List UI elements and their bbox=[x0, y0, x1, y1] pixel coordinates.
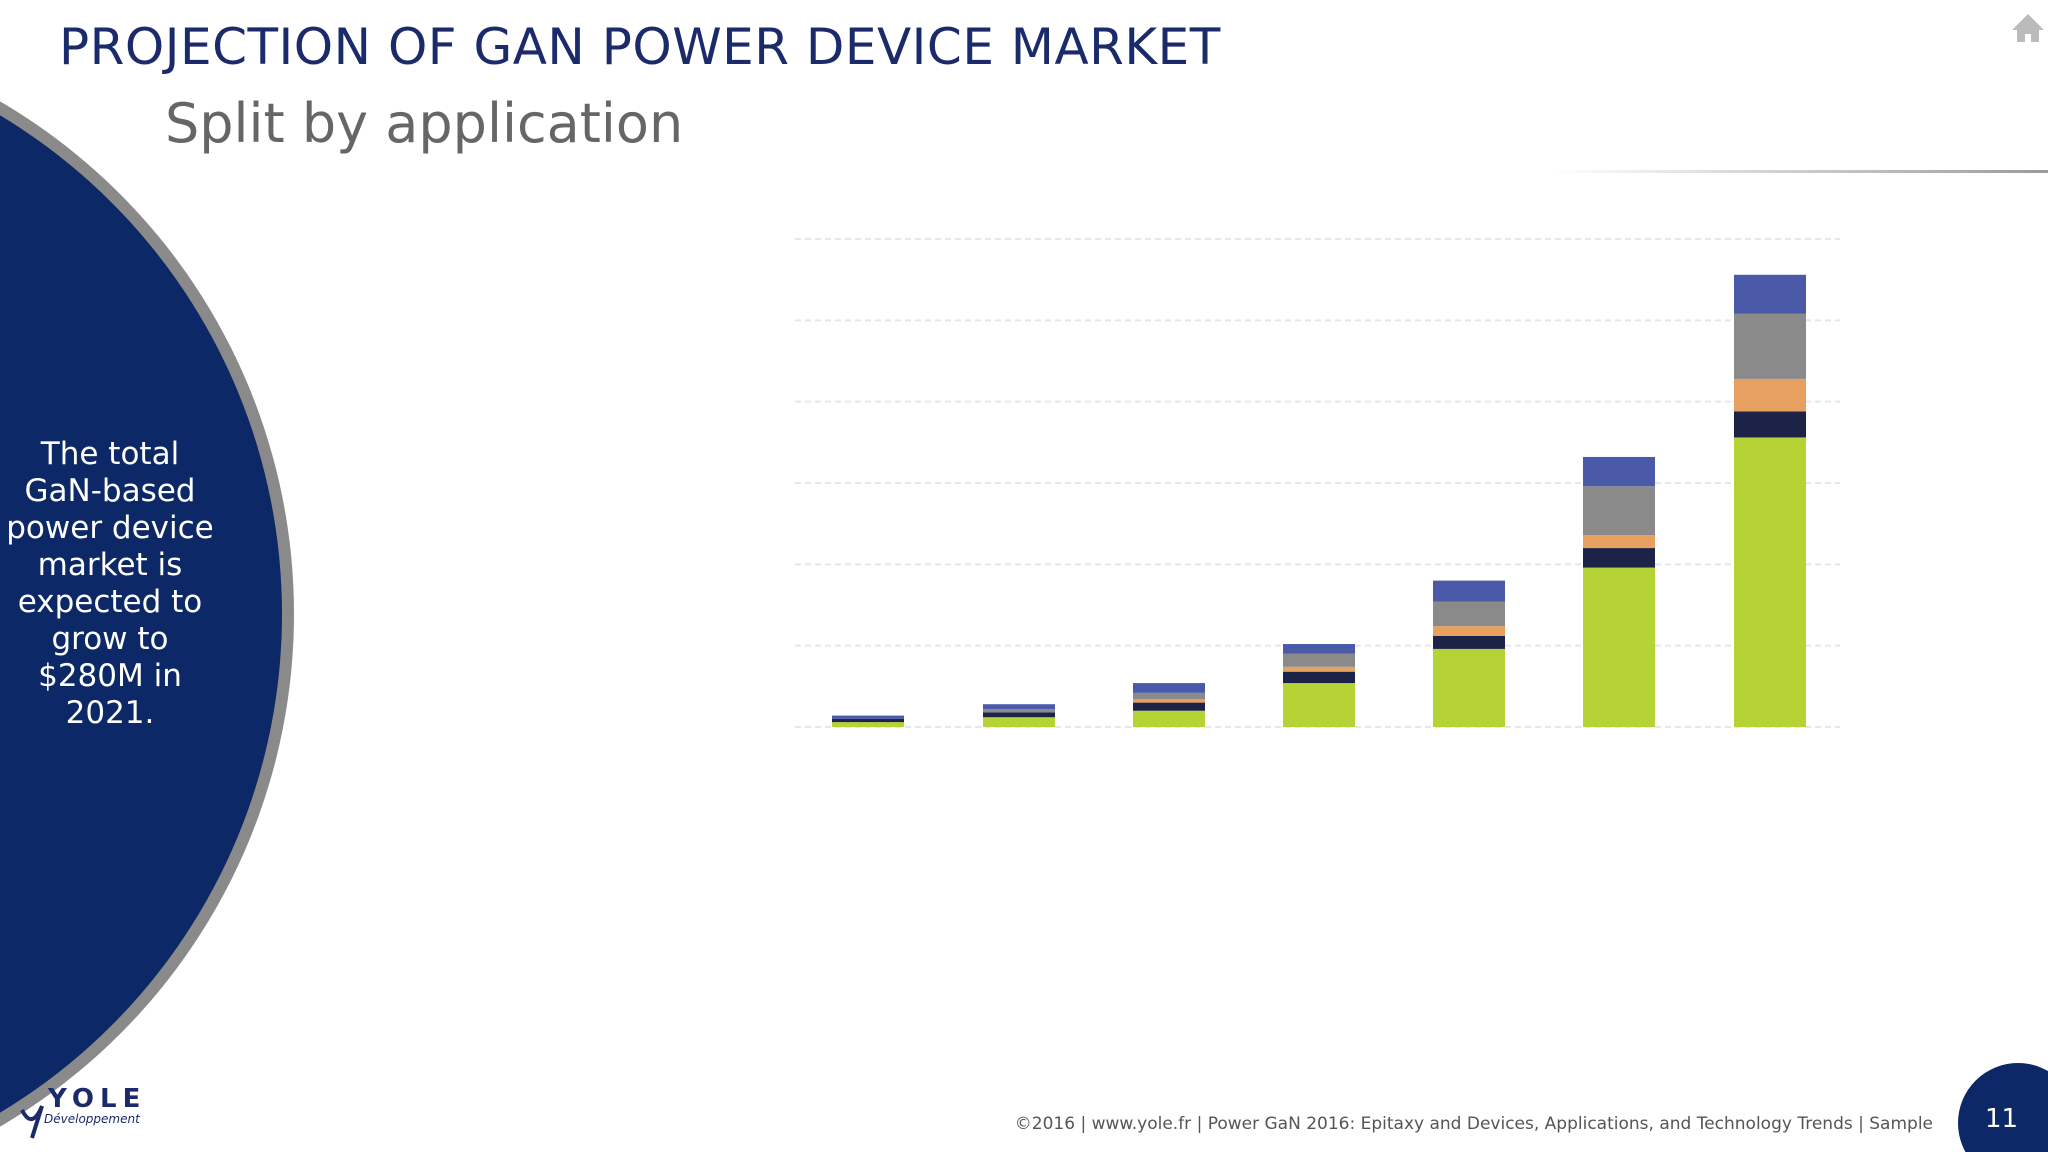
bar-segment bbox=[1734, 274, 1806, 314]
bar-segment bbox=[1734, 437, 1806, 727]
bar-segment bbox=[1283, 683, 1355, 727]
callout-line: $280M in bbox=[38, 658, 182, 694]
page-number: 11 bbox=[1985, 1104, 2019, 1134]
logo-name: YOLE bbox=[48, 1084, 147, 1114]
bar-segment bbox=[1133, 683, 1205, 693]
bar-segment bbox=[983, 704, 1055, 710]
callout-line: market is bbox=[37, 547, 183, 583]
bar-segment bbox=[1583, 535, 1655, 549]
header-rule bbox=[1554, 170, 2048, 173]
bar-segment bbox=[1133, 702, 1205, 711]
bar-segment bbox=[1734, 378, 1806, 412]
callout-text: The total GaN-based power device market is e… bbox=[0, 436, 220, 732]
bar-segment bbox=[1133, 699, 1205, 703]
callout-line: power device bbox=[6, 510, 214, 546]
bar-segment bbox=[983, 717, 1055, 727]
bar-segment bbox=[1734, 313, 1806, 379]
bar-segment bbox=[983, 709, 1055, 713]
bar-segment bbox=[1433, 580, 1505, 602]
bar-segment bbox=[1583, 486, 1655, 536]
callout-line: 2021. bbox=[65, 695, 155, 731]
bar-segment bbox=[1133, 692, 1205, 700]
bar-segment bbox=[1433, 648, 1505, 727]
callout-line: expected to bbox=[17, 584, 203, 620]
logo-mark bbox=[20, 1105, 44, 1139]
bar-segment bbox=[1734, 411, 1806, 438]
bar-segment bbox=[1583, 567, 1655, 727]
footer: ©2016 | www.yole.fr | Power GaN 2016: Ep… bbox=[1014, 1114, 1933, 1134]
bar-segment bbox=[1283, 644, 1355, 654]
bar-segment bbox=[1283, 666, 1355, 672]
callout-line: GaN-based bbox=[24, 473, 196, 509]
home-icon[interactable] bbox=[2012, 14, 2044, 42]
bar-segment bbox=[1283, 671, 1355, 684]
bar-segment bbox=[1433, 626, 1505, 636]
callout-circle bbox=[0, 115, 282, 1113]
bar-segment bbox=[1433, 635, 1505, 649]
bar-segment bbox=[832, 718, 904, 723]
callout-line: grow to bbox=[51, 621, 169, 657]
bar-segment bbox=[1133, 710, 1205, 727]
bar-segment bbox=[983, 712, 1055, 718]
callout-line: The total bbox=[40, 436, 180, 472]
page-badge bbox=[1958, 1063, 2048, 1152]
bar-segment bbox=[1583, 548, 1655, 568]
slide-title: PROJECTION OF GAN POWER DEVICE MARKET bbox=[59, 18, 1221, 76]
bar-segment bbox=[1583, 456, 1655, 487]
bar-segment bbox=[832, 722, 904, 727]
bar-segment bbox=[1283, 653, 1355, 667]
logo-tagline: Développement bbox=[44, 1112, 140, 1126]
bar-segment bbox=[832, 715, 904, 719]
bar-segment bbox=[1433, 601, 1505, 627]
slide-subtitle: Split by application bbox=[165, 92, 684, 155]
